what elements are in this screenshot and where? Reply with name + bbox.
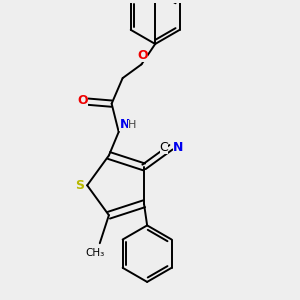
- Text: H: H: [128, 120, 136, 130]
- Text: N: N: [173, 141, 183, 154]
- Text: O: O: [77, 94, 88, 107]
- Text: C: C: [160, 141, 168, 154]
- Text: N: N: [119, 118, 130, 131]
- Text: CH₃: CH₃: [85, 248, 105, 258]
- Text: S: S: [76, 179, 85, 192]
- Text: O: O: [137, 49, 148, 62]
